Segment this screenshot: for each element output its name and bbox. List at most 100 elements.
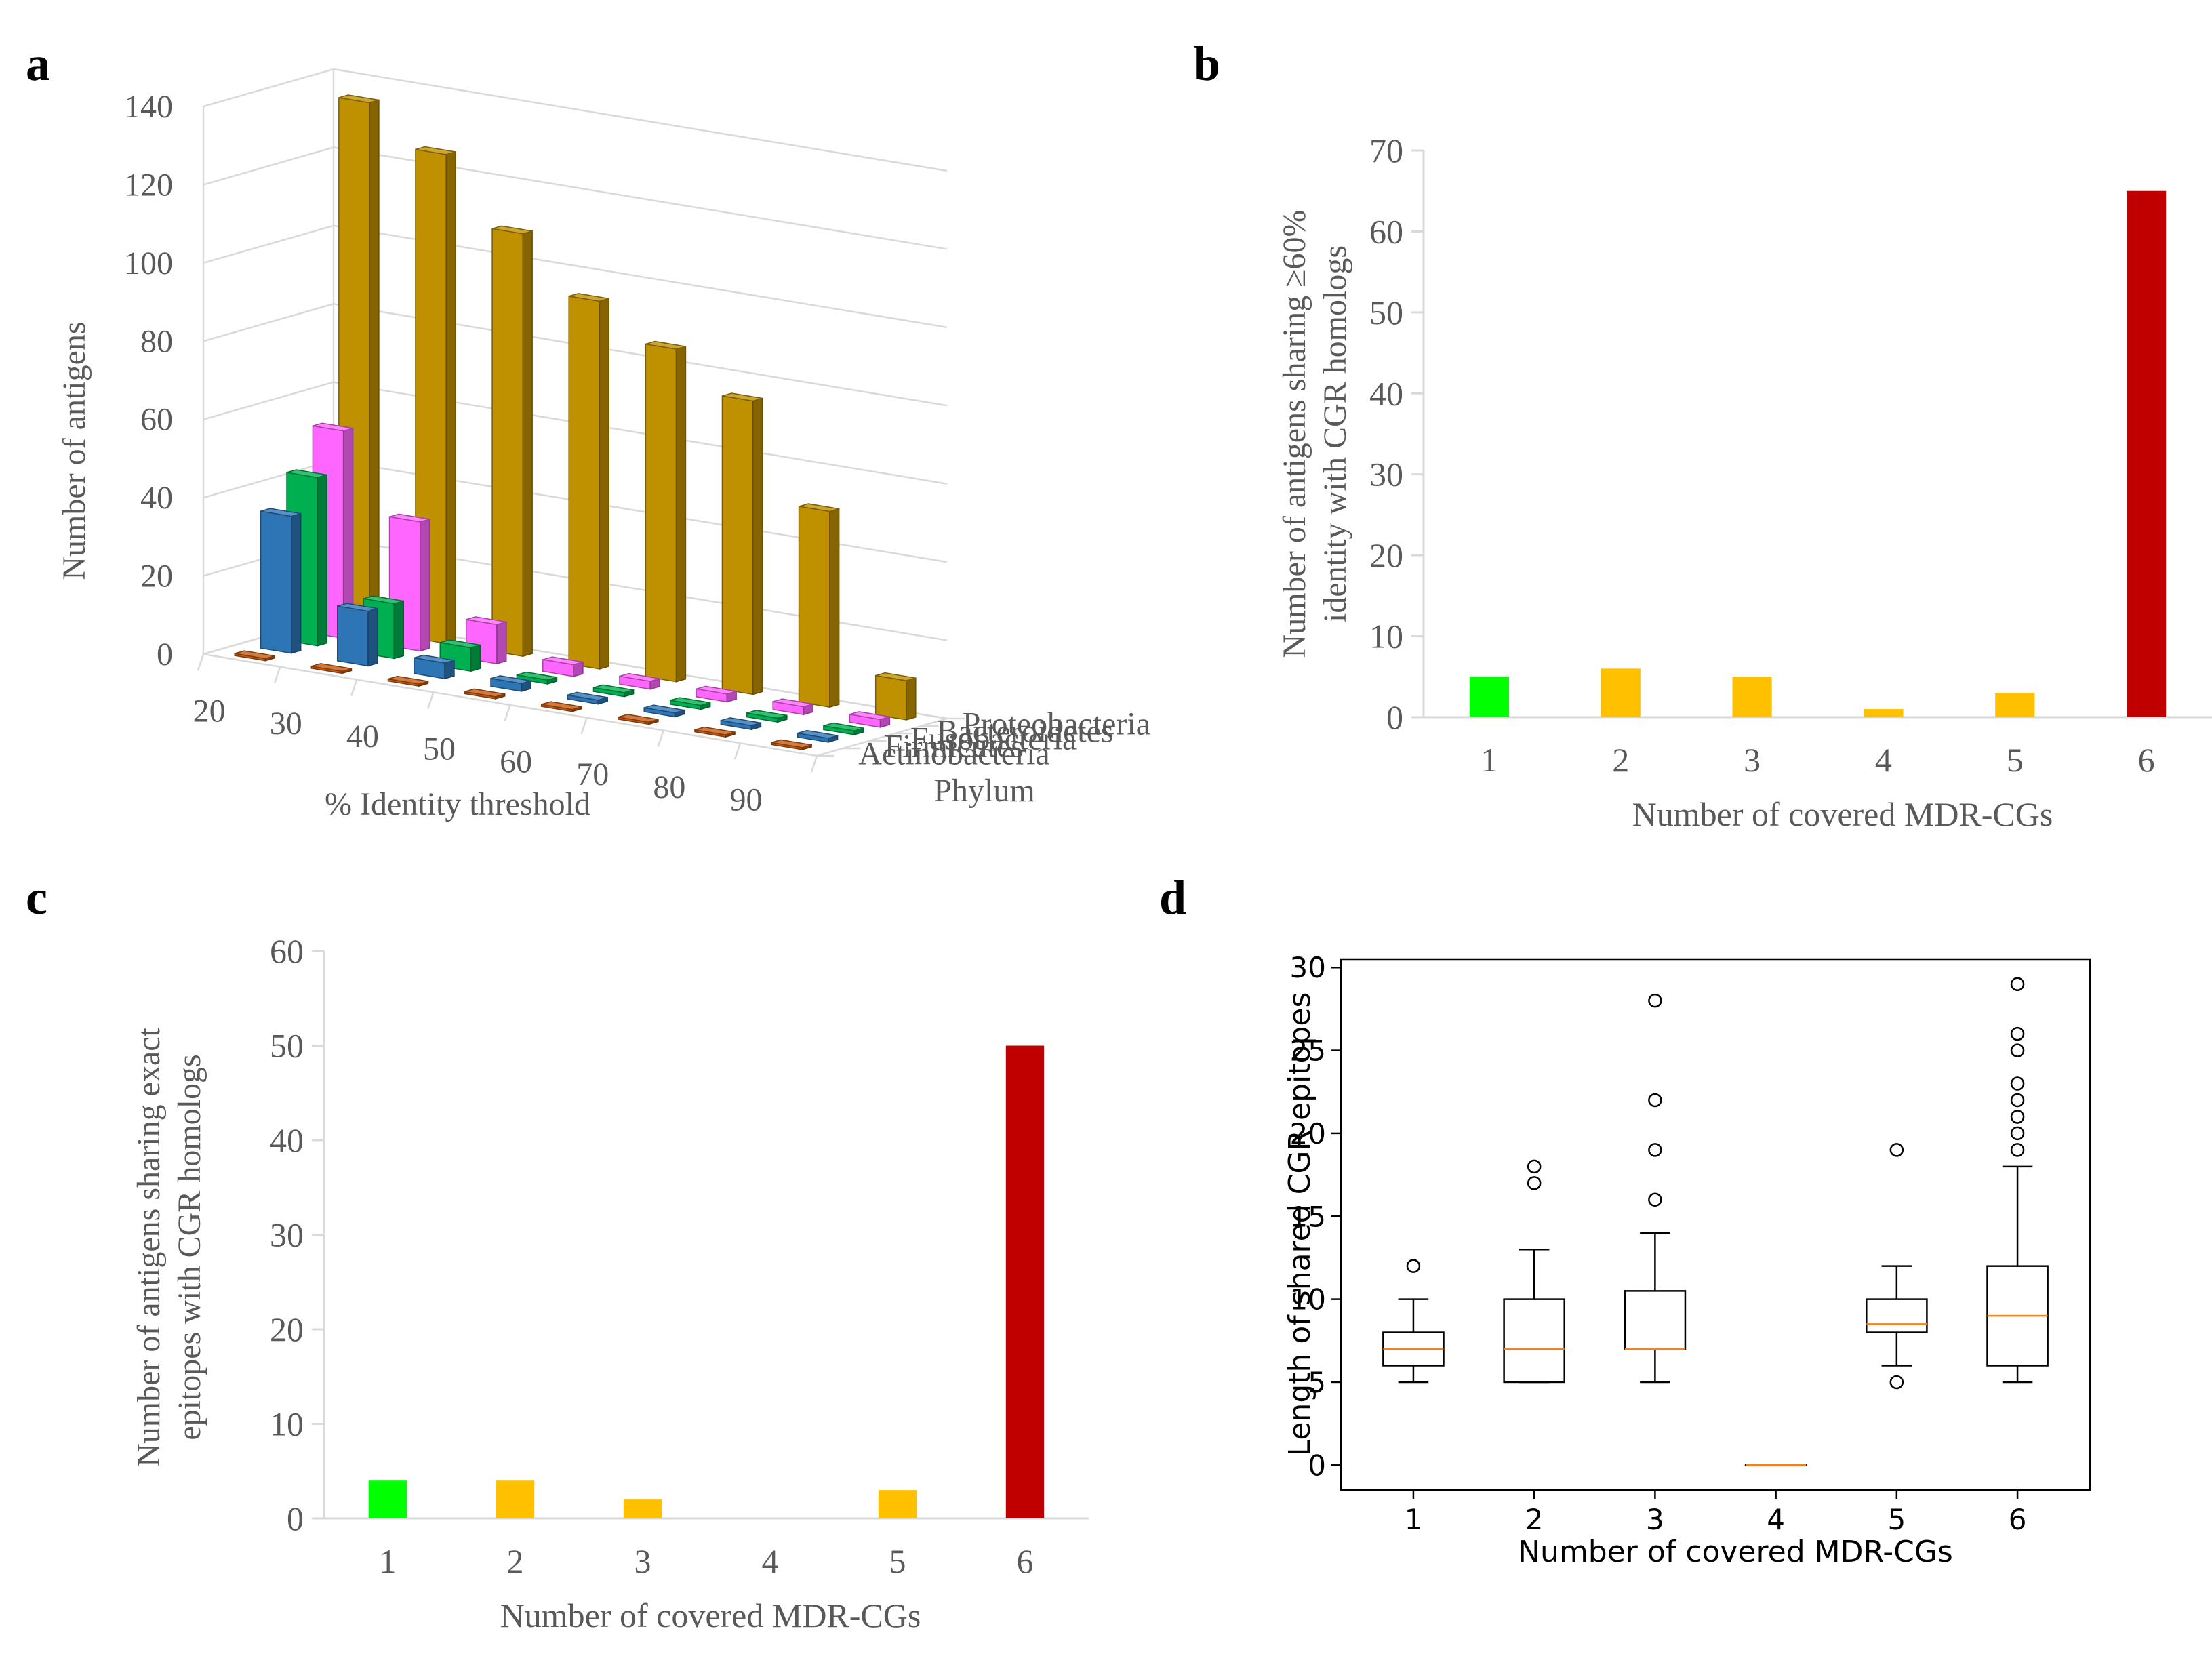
bar-top-face bbox=[696, 685, 737, 695]
panel-letter-d: d bbox=[1159, 870, 1186, 925]
bar-5 bbox=[1995, 693, 2035, 717]
bar-front-face bbox=[260, 510, 292, 654]
bar-top-face bbox=[618, 714, 659, 723]
panel-a-y-axis-label: Number of antigens bbox=[56, 321, 92, 580]
y-tick-label: 30 bbox=[1369, 456, 1403, 493]
bar-top-face bbox=[670, 697, 710, 706]
bar-bacteroidetes-80 bbox=[772, 698, 813, 716]
bar-side-face bbox=[906, 677, 917, 721]
bar-top-face bbox=[311, 663, 352, 672]
bar-top-face bbox=[541, 701, 582, 710]
box-iqr bbox=[1624, 1290, 1687, 1350]
bar-firmicutes-90 bbox=[797, 729, 839, 743]
panel-c-axes: 0 10 20 30 40 50 60 1 2 3 4 5 6 bbox=[270, 932, 1089, 1580]
panel-c-y-axis-label-line2: epitopes with CGR homologs bbox=[172, 1054, 207, 1440]
bar-5 bbox=[878, 1490, 917, 1518]
box-1 bbox=[1382, 1259, 1445, 1384]
y-tick-label: 0 bbox=[157, 637, 173, 672]
outlier-point bbox=[1648, 1192, 1662, 1207]
bar-actinobacteria-50 bbox=[464, 688, 506, 700]
bar-side-face bbox=[675, 346, 687, 683]
bar-top-face bbox=[799, 503, 839, 512]
bar-top-face bbox=[593, 684, 634, 693]
x-tick-mark bbox=[733, 742, 742, 760]
bar-proteobacteria-90 bbox=[874, 672, 917, 721]
x-tick-label: 40 bbox=[346, 719, 379, 754]
x-tick-mark bbox=[197, 653, 205, 671]
bar-top-face bbox=[542, 656, 584, 666]
panel-letter-c: c bbox=[26, 870, 47, 925]
x-tick-mark bbox=[657, 730, 664, 747]
bar-top-face bbox=[849, 711, 890, 721]
panel-a-phylum-labels: ActinobacteriaFirmicutesFusobacteriaBact… bbox=[858, 706, 1150, 772]
bar-top-face bbox=[797, 729, 838, 739]
bar-top-face bbox=[491, 225, 533, 235]
bar-top-face bbox=[619, 672, 660, 682]
bar-top-face bbox=[235, 650, 275, 660]
bar-proteobacteria-70 bbox=[721, 392, 763, 695]
outlier-point bbox=[1889, 1143, 1904, 1157]
x-tick-label: 2 bbox=[1525, 1503, 1544, 1536]
bar-top-face bbox=[313, 422, 353, 432]
outlier-point bbox=[2010, 1043, 2025, 1057]
panel-b-x-axis-label: Number of covered MDR-CGs bbox=[1632, 795, 2053, 833]
y-tick-label: 50 bbox=[1369, 294, 1403, 331]
phylum-label: Bacteroidetes bbox=[936, 714, 1113, 750]
bar-actinobacteria-80 bbox=[694, 726, 736, 738]
panel-d-y-axis-label: Length of shared CGR epitopes bbox=[1283, 992, 1317, 1457]
bar-front-face bbox=[721, 395, 754, 695]
y-tick-label: 20 bbox=[140, 559, 173, 594]
bar-top-face bbox=[721, 717, 761, 727]
bar-proteobacteria-80 bbox=[798, 503, 840, 708]
panel-b-y-axis-label-line2: identity with CGR homologs bbox=[1317, 245, 1353, 622]
outlier-point bbox=[1648, 1093, 1662, 1108]
x-tick-mark bbox=[810, 755, 818, 773]
outlier-point bbox=[1648, 1143, 1662, 1157]
outlier-point bbox=[2010, 1110, 2025, 1124]
y-tick-label: 20 bbox=[1369, 536, 1403, 574]
grid-line bbox=[203, 146, 948, 250]
box-iqr bbox=[1503, 1298, 1565, 1384]
panel-d-boxes bbox=[1382, 977, 2049, 1467]
panel-b-bar-chart: 0 10 20 30 40 50 60 70 1 2 3 4 5 6 Number of antigens… bbox=[1276, 132, 2212, 833]
bar-side-face bbox=[291, 512, 302, 654]
outlier-point bbox=[2010, 977, 2025, 991]
bar-top-face bbox=[823, 722, 864, 731]
x-tick-label: 1 bbox=[380, 1542, 397, 1580]
bar-firmicutes-80 bbox=[720, 717, 762, 731]
bar-top-face bbox=[517, 671, 557, 681]
x-tick-label: 50 bbox=[423, 731, 456, 767]
bar-side-face bbox=[829, 508, 840, 708]
bar-side-face bbox=[496, 621, 507, 665]
bar-side-face bbox=[369, 99, 380, 632]
panel-c-x-axis-label: Number of covered MDR-CGs bbox=[500, 1596, 921, 1634]
outlier-point bbox=[1527, 1159, 1542, 1174]
panel-c-bar-chart: 0 10 20 30 40 50 60 1 2 3 4 5 6 Number of antigens s… bbox=[131, 932, 1089, 1634]
bar-top-face bbox=[260, 508, 301, 517]
bar-top-face bbox=[389, 513, 430, 523]
y-tick-label: 0 bbox=[1386, 698, 1403, 736]
x-tick-label: 80 bbox=[653, 769, 685, 805]
y-tick-label: 120 bbox=[124, 167, 173, 203]
panel-b-axes: 0 10 20 30 40 50 60 70 1 2 3 4 5 6 bbox=[1369, 132, 2212, 779]
y-tick-label: 10 bbox=[270, 1405, 304, 1443]
bar-fusobacteria-60 bbox=[592, 684, 635, 698]
bar-top-face bbox=[645, 340, 686, 350]
bar-top-face bbox=[440, 639, 481, 649]
x-tick-label: 3 bbox=[1646, 1503, 1664, 1536]
x-tick-label: 90 bbox=[729, 782, 762, 818]
bar-2 bbox=[1601, 668, 1641, 717]
bar-side-face bbox=[445, 150, 456, 645]
x-tick-mark bbox=[580, 717, 588, 735]
box-6 bbox=[1986, 977, 2049, 1384]
bar-proteobacteria-40 bbox=[491, 225, 533, 658]
y-tick-label: 70 bbox=[1369, 132, 1403, 169]
bar-front-face bbox=[568, 295, 601, 670]
x-tick-label: 6 bbox=[1017, 1542, 1034, 1580]
panel-d-axes: 0 5 10 15 20 25 30 1 2 3 4 5 6 bbox=[1290, 951, 2027, 1536]
bar-3 bbox=[623, 1499, 662, 1518]
y-tick-label: 60 bbox=[1369, 212, 1403, 250]
bar-front-face bbox=[491, 228, 524, 657]
y-tick-label: 25 bbox=[1290, 1034, 1326, 1068]
